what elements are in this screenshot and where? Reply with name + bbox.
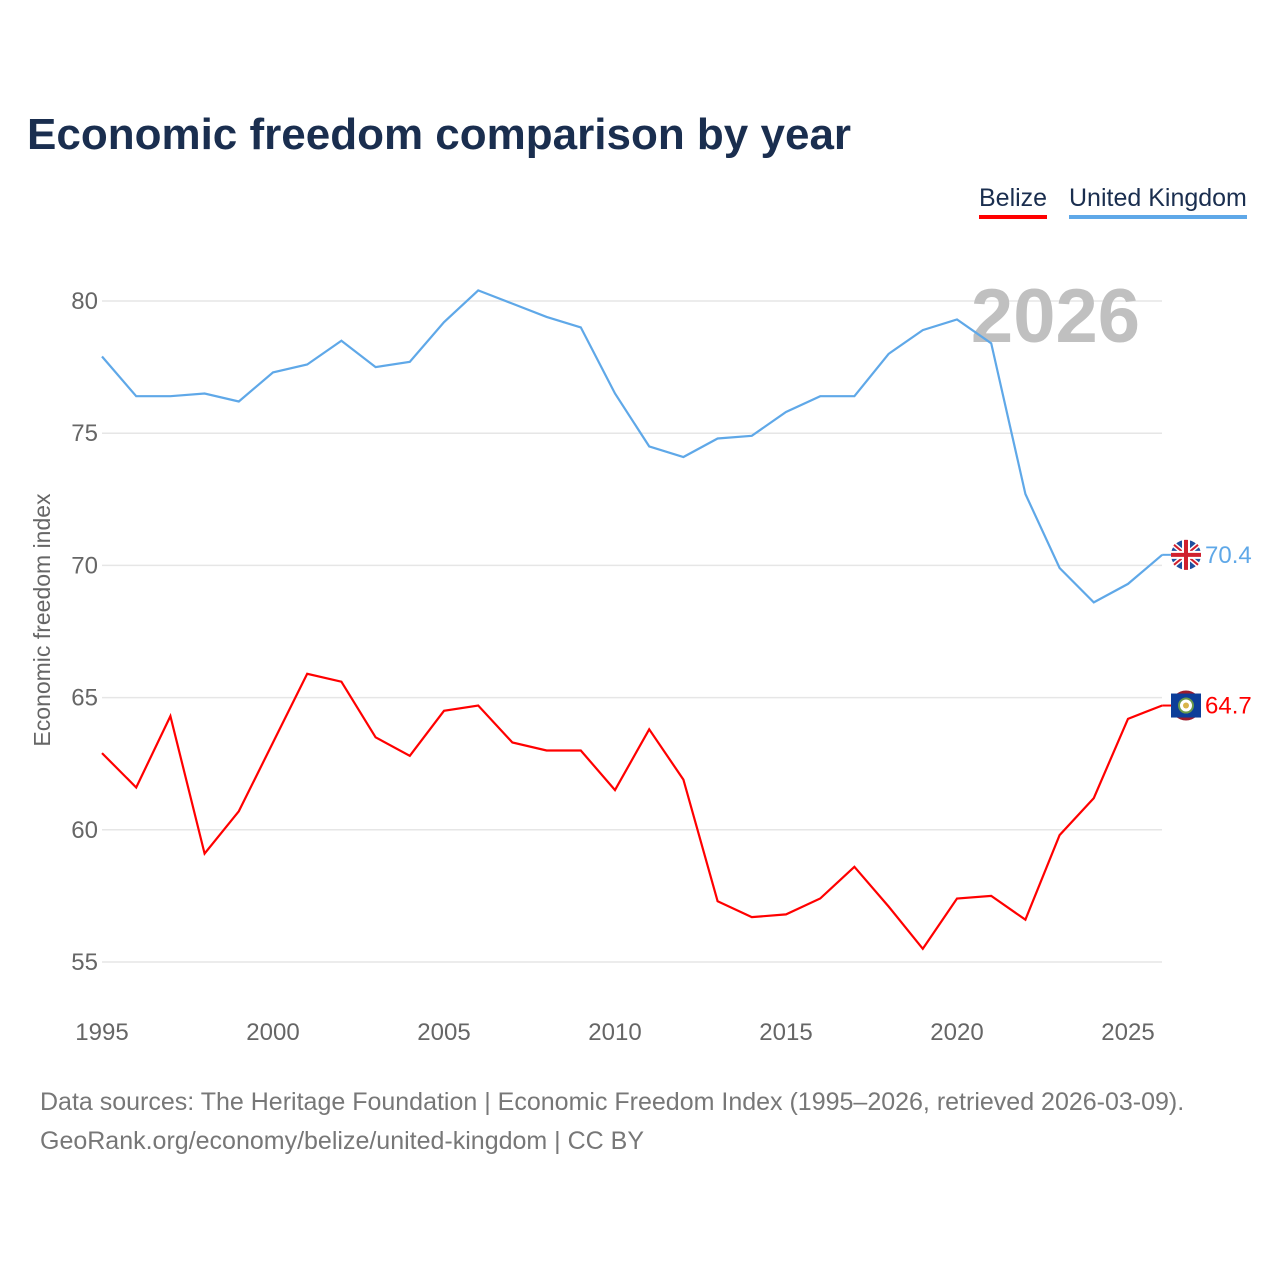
x-tick-label: 2000 [246, 1019, 299, 1046]
footer-sources: Data sources: The Heritage Foundation | … [40, 1088, 1185, 1116]
x-tick-label: 1995 [75, 1019, 128, 1046]
x-tick-label: 2015 [759, 1019, 812, 1046]
legend-belize[interactable]: Belize [979, 184, 1048, 219]
y-tick-label: 75 [71, 420, 98, 447]
uk-flag-icon [1171, 539, 1201, 570]
belize-flag-icon [1171, 690, 1201, 721]
chart-title: Economic freedom comparison by year [27, 110, 852, 159]
y-tick-label: 65 [71, 685, 98, 712]
x-tick-label: 2005 [417, 1019, 470, 1046]
y-tick-label: 55 [71, 949, 98, 976]
y-tick-label: 60 [71, 817, 98, 844]
y-tick-label: 80 [71, 288, 98, 315]
footer-attribution[interactable]: GeoRank.org/economy/belize/united-kingdo… [40, 1127, 645, 1155]
y-axis-label: Economic freedom index [29, 493, 55, 747]
series-line-belize [101, 672, 1163, 951]
end-value-label: 64.7 [1205, 693, 1252, 720]
y-tick-label: 70 [71, 552, 98, 579]
legend-united-kingdom[interactable]: United Kingdom [1069, 184, 1247, 219]
end-value-label: 70.4 [1205, 542, 1252, 569]
year-watermark: 2026 [971, 274, 1140, 359]
x-tick-label: 2025 [1101, 1019, 1154, 1046]
series-line-united-kingdom [101, 289, 1163, 604]
x-tick-label: 2010 [588, 1019, 641, 1046]
x-tick-label: 2020 [930, 1019, 983, 1046]
